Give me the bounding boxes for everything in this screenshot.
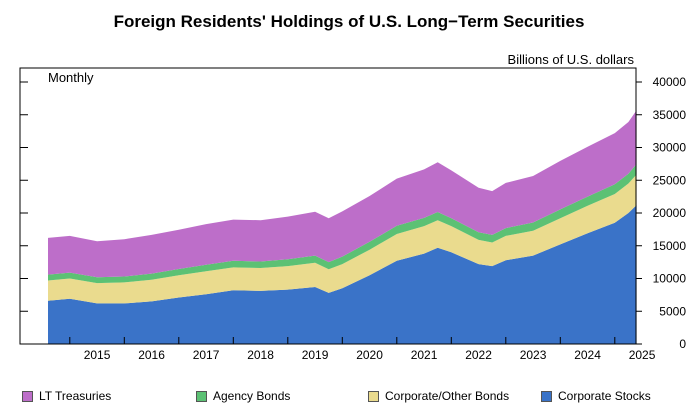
area-layers bbox=[48, 110, 637, 344]
x-tick-label: 2018 bbox=[247, 348, 274, 362]
y-tick-label: 40000 bbox=[653, 75, 687, 89]
x-tick-label: 2019 bbox=[302, 348, 329, 362]
legend-swatch bbox=[196, 390, 207, 402]
legend-item-corporate-stocks: Corporate Stocks bbox=[541, 389, 651, 403]
legend-swatch bbox=[22, 390, 33, 402]
y-axis-unit-label: Billions of U.S. dollars bbox=[507, 52, 634, 67]
area-lt-treasuries bbox=[48, 110, 637, 278]
x-tick-label: 2025 bbox=[629, 348, 656, 362]
legend-label: LT Treasuries bbox=[39, 389, 112, 403]
x-tick-label: 2022 bbox=[465, 348, 492, 362]
area-corporate-other-bonds bbox=[48, 174, 637, 304]
y-tick-label: 25000 bbox=[653, 173, 687, 187]
x-tick-label: 2023 bbox=[520, 348, 547, 362]
legend-item-corporate-other-bonds: Corporate/Other Bonds bbox=[368, 389, 509, 403]
frequency-annotation: Monthly bbox=[48, 70, 94, 85]
y-tick-label: 20000 bbox=[653, 206, 687, 220]
y-tick-label: 10000 bbox=[653, 272, 687, 286]
legend-label: Corporate Stocks bbox=[558, 389, 651, 403]
area-corporate-stocks bbox=[48, 205, 637, 344]
x-tick-label: 2016 bbox=[138, 348, 165, 362]
y-tick-label: 5000 bbox=[659, 304, 686, 318]
legend: LT Treasuries Agency Bonds Corporate/Oth… bbox=[0, 389, 698, 409]
x-tick-label: 2024 bbox=[574, 348, 601, 362]
legend-swatch bbox=[541, 390, 552, 402]
y-axis: 0 5000 10000 15000 20000 25000 30000 35000 40000 bbox=[20, 75, 686, 351]
legend-label: Corporate/Other Bonds bbox=[385, 389, 510, 403]
x-tick-label: 2017 bbox=[193, 348, 220, 362]
y-tick-label: 15000 bbox=[653, 239, 687, 253]
legend-swatch bbox=[368, 390, 379, 402]
y-tick-label: 30000 bbox=[653, 141, 687, 155]
y-tick-label: 35000 bbox=[653, 108, 687, 122]
legend-label: Agency Bonds bbox=[213, 389, 291, 403]
legend-item-lt-treasuries: LT Treasuries bbox=[22, 389, 111, 403]
plot-frame bbox=[19, 67, 637, 345]
x-axis: 2015 2016 2017 2018 2019 2020 2021 2022 2023 2024… bbox=[69, 337, 656, 362]
chart-title: Foreign Residents' Holdings of U.S. Long… bbox=[113, 12, 585, 31]
x-tick-label: 2021 bbox=[411, 348, 438, 362]
x-tick-label: 2020 bbox=[356, 348, 383, 362]
legend-item-agency-bonds: Agency Bonds bbox=[196, 389, 290, 403]
area-agency-bonds bbox=[48, 163, 637, 284]
y-tick-label: 0 bbox=[679, 337, 686, 351]
x-tick-label: 2015 bbox=[84, 348, 111, 362]
